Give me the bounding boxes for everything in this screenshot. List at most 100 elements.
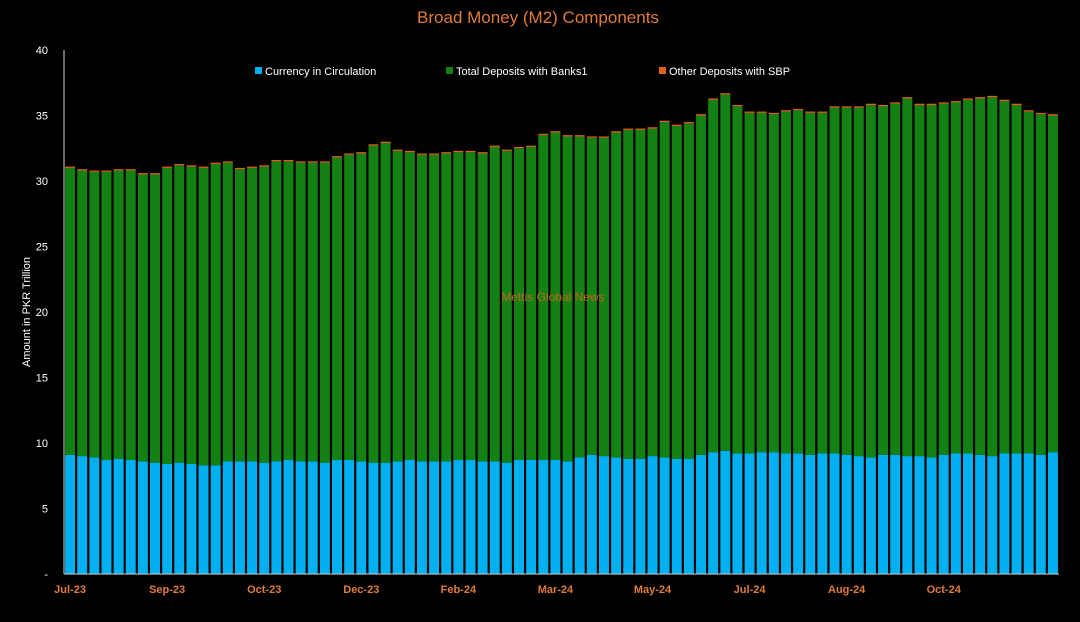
bar-series0-point22 [332, 460, 342, 574]
bar-series1-point76 [987, 97, 998, 457]
watermark: Mettis Global News [501, 290, 604, 304]
bar-series0-point18 [283, 460, 294, 574]
bar-series0-point39 [538, 460, 549, 574]
y-tick-label: 25 [36, 242, 48, 254]
bar-series1-point17 [271, 161, 282, 462]
bar-series2-point50 [671, 124, 682, 126]
bar-series2-point37 [514, 146, 525, 149]
bar-series1-point15 [247, 167, 258, 462]
bar-series0-point72 [938, 454, 949, 574]
bar-series2-point5 [125, 169, 136, 171]
bar-series1-point16 [259, 166, 270, 463]
bar-series1-point10 [186, 166, 197, 464]
bar-series0-point55 [732, 453, 743, 574]
bar-series2-point58 [768, 112, 779, 115]
x-tick-label: Sep-23 [149, 584, 185, 596]
bar-series0-point44 [598, 456, 609, 574]
bar-series1-point78 [1011, 105, 1022, 454]
bar-series1-point56 [744, 112, 755, 454]
bar-series0-point21 [319, 462, 330, 574]
bar-series0-point30 [429, 461, 440, 574]
bar-series2-point22 [332, 156, 342, 158]
bar-series0-point48 [647, 456, 658, 574]
bar-series0-point23 [344, 460, 355, 574]
legend-swatch [659, 67, 666, 74]
bar-series1-point41 [562, 136, 573, 462]
bar-series2-point62 [817, 111, 828, 113]
bar-series2-point47 [635, 128, 646, 130]
y-tick-label: - [44, 569, 48, 581]
bar-series2-point64 [841, 106, 852, 108]
bar-series0-point74 [963, 453, 973, 574]
bar-series1-point20 [307, 162, 318, 462]
bar-series2-point66 [865, 103, 876, 106]
bar-series0-point4 [113, 458, 124, 574]
bar-series1-point37 [514, 148, 525, 461]
bar-series2-point77 [999, 99, 1010, 102]
bar-series2-point52 [696, 114, 707, 116]
bar-series2-point13 [222, 161, 233, 163]
bar-series1-point50 [671, 125, 682, 459]
bars-group [65, 93, 1058, 574]
bar-series1-point8 [162, 167, 173, 464]
bar-series2-point56 [744, 111, 755, 113]
bar-series1-point14 [234, 169, 245, 462]
x-tick-label: Jul-23 [54, 584, 86, 596]
bar-series2-point6 [137, 173, 148, 175]
legend-label: Total Deposits with Banks1 [456, 66, 587, 78]
bar-series1-point61 [805, 112, 816, 455]
bar-series1-point6 [137, 174, 148, 462]
bar-series0-point32 [453, 460, 464, 574]
bar-series2-point49 [659, 120, 670, 123]
bar-series0-point14 [234, 461, 245, 574]
bar-series0-point78 [1011, 453, 1022, 574]
bar-series2-point54 [720, 93, 731, 95]
bar-series2-point24 [356, 152, 367, 154]
bar-series1-point77 [999, 101, 1010, 454]
bar-series1-point34 [477, 153, 488, 462]
bar-series2-point43 [586, 136, 597, 138]
y-tick-label: 5 [42, 504, 48, 516]
bar-series2-point9 [174, 163, 185, 166]
bar-series0-point52 [696, 454, 707, 574]
bar-series2-point12 [210, 162, 221, 164]
bar-series1-point79 [1023, 111, 1034, 454]
bar-series1-point29 [416, 154, 427, 462]
bar-series2-point48 [647, 127, 658, 129]
bar-series2-point40 [550, 131, 561, 133]
bar-series2-point29 [416, 153, 427, 155]
bar-series1-point57 [756, 112, 767, 453]
bar-series2-point81 [1047, 114, 1058, 116]
bar-series1-point36 [501, 150, 512, 463]
x-tick-label: May-24 [634, 584, 672, 596]
bar-series1-point39 [538, 135, 549, 461]
bar-series1-point51 [683, 123, 694, 459]
chart-title: Broad Money (M2) Components [417, 8, 659, 27]
bar-series1-point69 [902, 98, 913, 457]
bar-series2-point28 [404, 150, 415, 153]
bar-series2-point57 [756, 111, 767, 113]
bar-series0-point17 [271, 461, 282, 574]
bar-series1-point30 [429, 154, 440, 462]
bar-series0-point58 [768, 452, 779, 574]
bar-series2-point25 [368, 144, 379, 146]
bar-series2-point35 [489, 145, 500, 147]
y-tick-label: 30 [36, 176, 48, 188]
bar-series1-point18 [283, 161, 294, 461]
bar-series1-point63 [829, 107, 840, 454]
bar-series0-point10 [186, 463, 197, 574]
bar-series0-point34 [477, 461, 488, 574]
bar-series0-point45 [611, 457, 622, 574]
bar-series0-point25 [368, 462, 379, 574]
bar-series1-point54 [720, 94, 731, 451]
bar-series1-point67 [878, 106, 889, 455]
bar-series2-point16 [259, 165, 270, 167]
bar-series2-point41 [562, 135, 573, 137]
x-ticks-group: Jul-23 Sep-23 Oct-23 Dec-23 Feb-24 Mar-24 May-… [54, 584, 962, 596]
bar-series0-point11 [198, 465, 209, 574]
x-tick-label: Dec-23 [343, 584, 379, 596]
bar-series1-point49 [659, 122, 670, 458]
legend: Currency in Circulation Total Deposits wi… [255, 66, 790, 78]
bar-series1-point25 [368, 145, 379, 463]
